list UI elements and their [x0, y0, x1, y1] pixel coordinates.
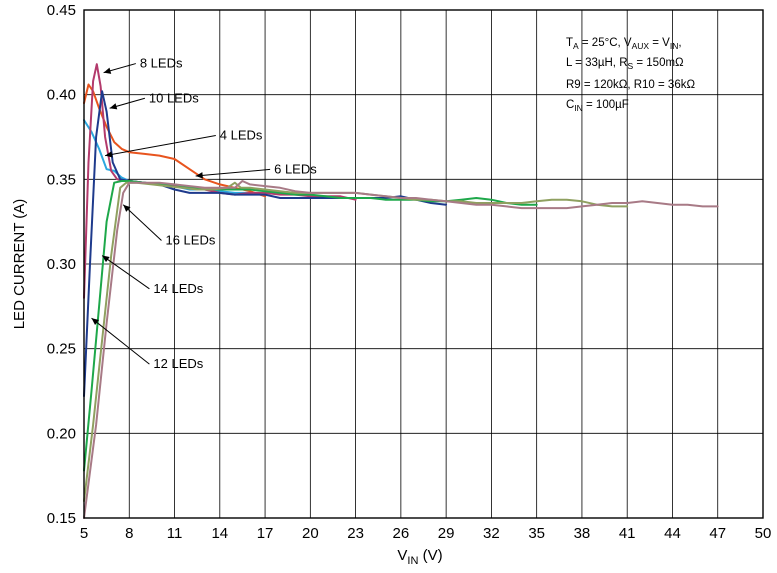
- annotation-arrow: [105, 135, 216, 157]
- annotation-arrowhead: [103, 67, 112, 74]
- x-tick-label: 47: [709, 525, 726, 542]
- series-label-2: 6 LEDs: [274, 161, 317, 176]
- x-tick-label: 17: [257, 525, 274, 542]
- x-tick-label: 14: [211, 525, 228, 542]
- annotation-arrow: [91, 317, 150, 365]
- plot-frame: [83, 9, 764, 519]
- series-label-4: 10 LEDs: [149, 90, 199, 105]
- annotation-arrowhead: [105, 151, 113, 158]
- annotation-arrowhead: [91, 318, 100, 326]
- conditions-box: TA = 25°C, VAUX = VIN, L = 33µH, RS = 15…: [566, 37, 695, 113]
- y-tick-label: 0.20: [47, 425, 76, 442]
- x-tick-labels: 5 8 11 14 17 20 23 26 29 32 35 38 41 44 47 50: [80, 525, 772, 542]
- annotation-arrowhead: [109, 103, 118, 110]
- grid-lines: [84, 10, 763, 518]
- conditions-line-3: R9 = 120kΩ, R10 = 36kΩ: [566, 79, 695, 91]
- conditions-line-2: L = 33µH, RS = 150mΩ: [566, 57, 684, 71]
- series-label-3: 8 LEDs: [140, 56, 183, 71]
- series-annotations: 4 LEDs 6 LEDs 8 LEDs 10 LEDs 12 LEDs 14 LEDs 1…: [91, 56, 317, 371]
- series-lines: [83, 63, 719, 519]
- annotation-arrowhead: [123, 204, 131, 212]
- annotation-arrow: [195, 168, 271, 177]
- x-tick-label: 38: [574, 525, 591, 542]
- x-tick-label: 23: [347, 525, 364, 542]
- y-tick-label: 0.30: [47, 256, 76, 273]
- y-tick-label: 0.45: [47, 2, 76, 19]
- y-tick-labels: 0.15 0.20 0.25 0.30 0.35 0.40 0.45: [47, 2, 76, 527]
- x-tick-label: 35: [528, 525, 545, 542]
- conditions-line-4: CIN = 100µF: [566, 99, 629, 113]
- annotation-arrowhead: [102, 255, 110, 263]
- y-tick-label: 0.40: [47, 87, 76, 104]
- x-tick-label: 41: [619, 525, 636, 542]
- y-tick-label: 0.25: [47, 341, 76, 358]
- y-tick-label: 0.15: [47, 510, 76, 527]
- x-axis-title: VIN (V): [397, 547, 442, 567]
- annotation-arrowhead: [195, 172, 203, 179]
- series-label-1: 4 LEDs: [220, 128, 263, 143]
- series-label-5: 12 LEDs: [153, 356, 203, 371]
- conditions-line-1: TA = 25°C, VAUX = VIN,: [566, 37, 682, 51]
- series-line-7: [83, 180, 719, 519]
- x-tick-label: 50: [755, 525, 772, 542]
- x-tick-label: 20: [302, 525, 319, 542]
- x-tick-label: 32: [483, 525, 500, 542]
- x-tick-label: 11: [167, 525, 183, 542]
- annotation-arrow: [122, 204, 162, 241]
- y-axis-title: LED CURRENT (A): [11, 199, 28, 330]
- annotation-arrow: [101, 255, 150, 290]
- series-label-6: 14 LEDs: [153, 281, 203, 296]
- series-line-2: [83, 83, 267, 198]
- x-tick-label: 29: [438, 525, 455, 542]
- x-tick-label: 44: [664, 525, 681, 542]
- y-tick-label: 0.35: [47, 171, 76, 188]
- x-tick-label: 26: [393, 525, 410, 542]
- x-tick-label: 5: [80, 525, 88, 542]
- series-label-7: 16 LEDs: [165, 233, 215, 248]
- x-tick-label: 8: [125, 525, 133, 542]
